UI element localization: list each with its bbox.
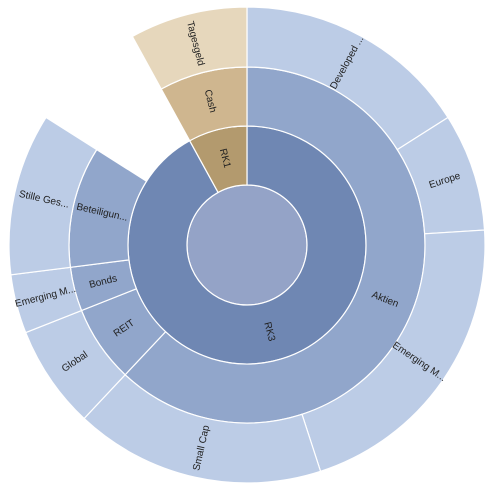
- sunburst-segment-l3-7[interactable]: [131, 6, 248, 90]
- sunburst-label-l1-0: RK3: [261, 321, 277, 343]
- sunburst-label-l1-1: RK1: [217, 148, 233, 170]
- sunburst-segments: [8, 6, 486, 483]
- sunburst-center[interactable]: [186, 184, 308, 306]
- sunburst-segment-l3-6[interactable]: [8, 116, 98, 276]
